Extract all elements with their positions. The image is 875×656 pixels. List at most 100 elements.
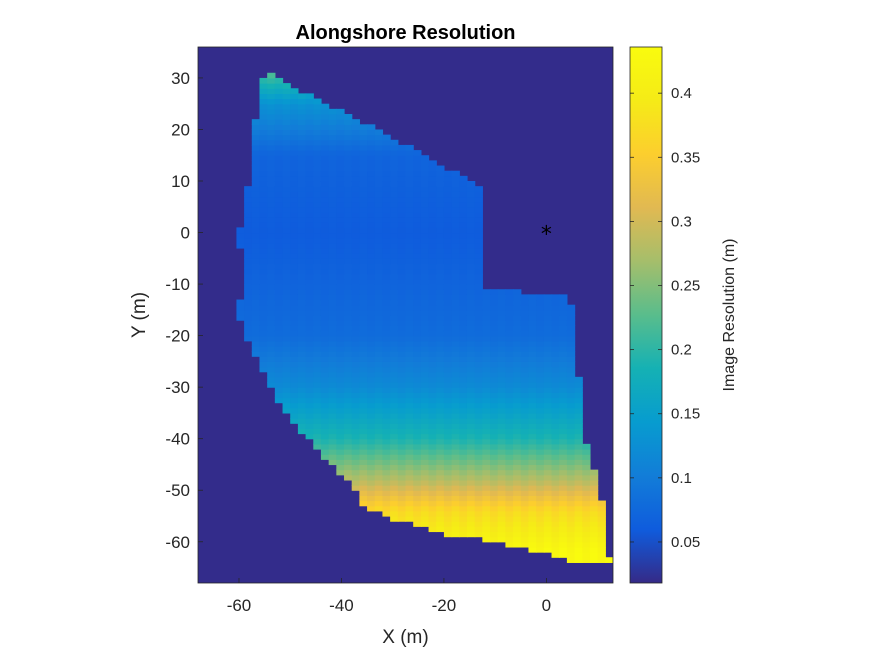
resolution-cell [490,335,499,342]
resolution-cell [490,469,499,476]
resolution-cell [390,222,399,228]
resolution-cell [497,428,507,435]
resolution-cell [420,165,430,172]
resolution-cell [459,443,468,450]
resolution-cell [320,320,330,326]
resolution-cell [566,320,576,326]
resolution-cell [513,402,522,409]
resolution-cell [551,330,560,337]
resolution-cell [259,232,268,239]
resolution-cell [267,114,276,120]
resolution-cell [443,253,453,259]
resolution-cell [520,351,530,357]
resolution-cell [420,289,430,295]
resolution-cell [259,175,268,182]
resolution-cell [536,469,545,476]
resolution-cell [443,320,453,326]
resolution-cell [336,392,345,399]
resolution-cell [551,315,560,321]
resolution-cell [413,459,422,466]
resolution-cell [390,232,399,239]
resolution-cell [474,459,483,466]
resolution-cell [359,485,368,491]
resolution-cell [474,438,483,445]
resolution-cell [390,423,399,429]
resolution-cell [282,330,291,337]
x-tick-label: -40 [329,596,354,615]
resolution-cell [420,227,430,234]
resolution-cell [536,541,545,548]
resolution-cell [413,474,422,481]
resolution-cell [474,464,483,471]
resolution-cell [251,258,261,265]
resolution-cell [451,335,460,342]
resolution-cell [397,304,407,311]
resolution-cell [244,196,253,203]
resolution-cell [397,144,407,151]
resolution-cell [374,479,384,486]
resolution-cell [274,206,284,213]
resolution-cell [436,366,445,373]
resolution-cell [313,150,322,156]
resolution-cell [390,443,399,450]
resolution-cell [359,345,368,352]
resolution-cell [351,139,360,146]
resolution-cell [282,170,291,177]
resolution-cell [274,309,284,316]
resolution-cell [336,454,345,460]
resolution-cell [413,325,422,332]
resolution-cell [336,371,345,378]
resolution-cell [320,284,330,290]
resolution-cell [582,459,591,466]
resolution-cell [474,294,483,301]
resolution-cell [351,222,360,228]
resolution-cell [482,490,491,496]
resolution-cell [382,134,391,141]
resolution-cell [344,315,353,321]
resolution-cell [344,320,353,326]
resolution-cell [574,474,583,481]
resolution-cell [351,201,360,208]
resolution-cell [382,186,391,192]
resolution-cell [436,304,445,311]
resolution-cell [443,500,453,507]
resolution-cell [551,433,560,440]
resolution-cell [282,227,291,234]
resolution-cell [574,557,583,563]
resolution-cell [428,335,437,342]
chart-title: Alongshore Resolution [296,22,516,44]
resolution-cell [413,186,422,192]
resolution-cell [397,392,407,399]
resolution-cell [367,397,376,404]
resolution-cell [390,402,399,409]
resolution-cell [397,454,407,460]
resolution-cell [328,124,337,131]
resolution-cell [259,263,268,270]
resolution-cell [290,191,299,198]
resolution-cell [313,181,322,187]
resolution-cell [420,407,430,414]
resolution-cell [490,309,499,316]
resolution-cell [528,376,537,383]
resolution-cell [305,418,314,424]
resolution-cell [574,382,583,388]
resolution-cell [428,376,437,383]
resolution-cell [482,510,491,517]
resolution-cell [428,325,437,332]
resolution-cell [320,181,330,187]
resolution-cell [351,144,360,151]
resolution-cell [297,345,307,352]
resolution-cell [267,299,276,306]
resolution-cell [382,155,391,161]
resolution-cell [359,407,368,414]
resolution-cell [359,423,368,429]
resolution-cell [328,186,337,192]
resolution-cell [536,474,545,481]
resolution-cell [267,93,276,100]
resolution-cell [274,144,284,151]
resolution-cell [528,387,537,393]
resolution-cell [589,557,599,563]
resolution-cell [382,242,391,249]
resolution-cell [344,392,353,399]
resolution-cell [520,320,530,326]
